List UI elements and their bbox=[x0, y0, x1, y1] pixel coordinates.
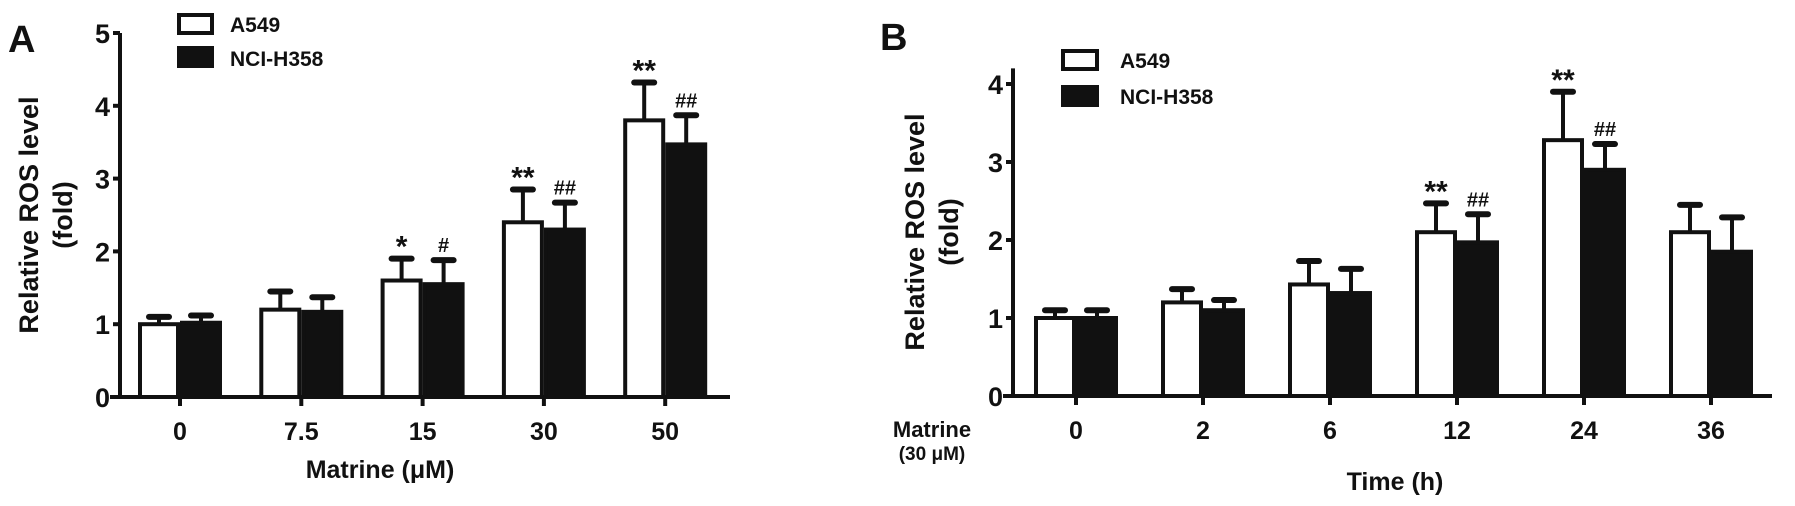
bar-a549 bbox=[380, 278, 423, 399]
bar-a549 bbox=[623, 118, 666, 400]
panel-label-a: A bbox=[8, 19, 35, 61]
legend-a: A549 NCI-H358 bbox=[177, 13, 324, 71]
row-label2-b: (30 μM) bbox=[899, 444, 966, 465]
bar-nci-h358 bbox=[1330, 291, 1372, 399]
significance-star: ** bbox=[1424, 175, 1448, 208]
bar-a549 bbox=[259, 307, 302, 400]
x-tick-label: 6 bbox=[1323, 417, 1337, 445]
legend-label-a549: A549 bbox=[230, 14, 280, 37]
y-tick-label: 3 bbox=[95, 165, 110, 195]
bar-a549 bbox=[1034, 316, 1076, 398]
x-tick-label: 30 bbox=[530, 418, 558, 446]
significance-hash: ## bbox=[554, 178, 576, 200]
significance-hash: ## bbox=[675, 90, 697, 112]
bar-nci-h358 bbox=[422, 282, 465, 399]
y-tick-label: 4 bbox=[95, 92, 110, 122]
bar-a549 bbox=[1415, 230, 1457, 398]
y-tick-label: 3 bbox=[988, 148, 1003, 178]
x-tick-label: 12 bbox=[1443, 417, 1471, 445]
x-tick-label: 0 bbox=[1069, 417, 1083, 445]
significance-star: ** bbox=[1551, 64, 1575, 97]
bar-nci-h358 bbox=[665, 142, 708, 399]
significance-star: * bbox=[396, 231, 408, 264]
bar-nci-h358 bbox=[1203, 308, 1245, 399]
y-tick-label: 0 bbox=[988, 382, 1003, 412]
row-label-b: Matrine bbox=[893, 417, 971, 442]
bar-nci-h358 bbox=[1457, 240, 1499, 398]
bar-a549 bbox=[1669, 230, 1711, 398]
x-tick-label: 0 bbox=[173, 418, 187, 446]
x-axis-label-b: Time (h) bbox=[1347, 468, 1444, 496]
significance-star: ** bbox=[633, 55, 657, 88]
y-axis-label2-a: (fold) bbox=[48, 181, 78, 248]
bar-nci-h358 bbox=[1711, 249, 1753, 398]
y-axis-label-b: Relative ROS level bbox=[900, 113, 930, 350]
bar-a549 bbox=[138, 322, 180, 400]
bar-nci-h358 bbox=[543, 227, 586, 399]
significance-hash: # bbox=[438, 235, 449, 257]
panel-a: A Relative ROS level (fold) Matrine (μM)… bbox=[8, 13, 730, 484]
y-tick-label: 2 bbox=[95, 237, 110, 267]
bar-a549 bbox=[1542, 138, 1584, 398]
x-tick-label: 15 bbox=[409, 418, 437, 446]
x-axis-label-a: Matrine (μM) bbox=[306, 456, 455, 484]
x-tick-label: 7.5 bbox=[284, 418, 319, 446]
y-tick-label: 0 bbox=[95, 383, 110, 413]
y-tick-label: 1 bbox=[988, 304, 1003, 334]
bar-a549 bbox=[501, 220, 544, 399]
legend-label-a549: A549 bbox=[1120, 50, 1170, 73]
x-tick-label: 36 bbox=[1697, 417, 1725, 445]
bar-a549 bbox=[1288, 282, 1330, 398]
panel-b: B Relative ROS level (fold) Matrine (30 … bbox=[880, 17, 1772, 496]
legend-b: A549 NCI-H358 bbox=[1061, 49, 1214, 109]
y-tick-label: 1 bbox=[95, 310, 110, 340]
bar-nci-h358 bbox=[301, 309, 344, 400]
significance-hash: ## bbox=[1594, 119, 1616, 141]
y-tick-label: 4 bbox=[988, 70, 1003, 100]
panel-label-b: B bbox=[880, 17, 907, 59]
y-tick-label: 2 bbox=[988, 226, 1003, 256]
y-axis-label-a: Relative ROS level bbox=[14, 96, 44, 333]
legend-swatch-nci-h358 bbox=[177, 46, 214, 68]
x-tick-label: 50 bbox=[651, 418, 679, 446]
bar-a549 bbox=[1161, 300, 1203, 398]
y-tick-label: 5 bbox=[95, 19, 110, 49]
legend-label-nci-h358: NCI-H358 bbox=[1120, 86, 1214, 109]
legend-swatch-a549 bbox=[1061, 49, 1099, 71]
bar-nci-h358 bbox=[1076, 316, 1118, 398]
x-tick-label: 2 bbox=[1196, 417, 1210, 445]
legend-swatch-nci-h358 bbox=[1061, 85, 1099, 107]
legend-label-nci-h358: NCI-H358 bbox=[230, 48, 324, 71]
legend-swatch-a549 bbox=[177, 13, 214, 35]
y-axis-label2-b: (fold) bbox=[934, 198, 964, 265]
significance-star: ** bbox=[511, 162, 535, 195]
x-tick-label: 24 bbox=[1570, 417, 1598, 445]
significance-hash: ## bbox=[1467, 189, 1489, 211]
bar-nci-h358 bbox=[1584, 167, 1626, 398]
bar-nci-h358 bbox=[180, 320, 222, 399]
